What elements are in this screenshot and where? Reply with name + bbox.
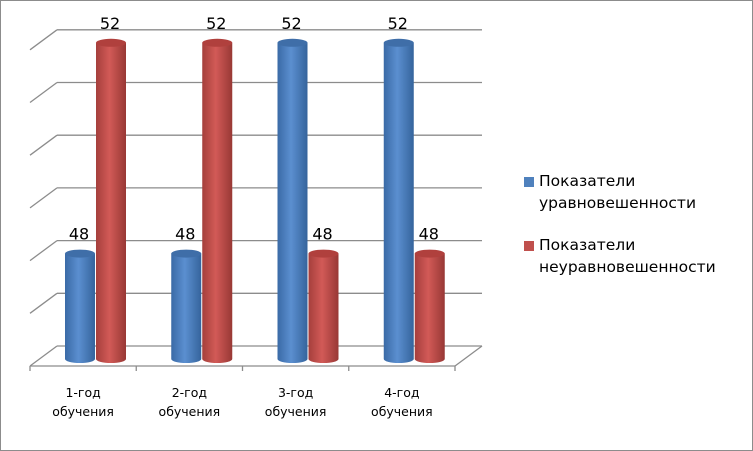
bar-cap — [277, 38, 308, 47]
x-tick-label: 3-год — [278, 385, 313, 400]
bar-cap — [308, 249, 339, 258]
legend-label: Показатели — [539, 172, 636, 190]
side-gridline — [29, 292, 58, 314]
bar-cap — [414, 249, 445, 258]
bar-cylinder — [171, 253, 202, 363]
bar-cylinder — [383, 42, 414, 364]
legend-item-1: Показатели неуравновешенности — [520, 234, 716, 278]
data-label: 48 — [69, 225, 89, 244]
side-gridline — [29, 240, 58, 262]
bar-cap — [65, 249, 95, 258]
legend-swatch — [524, 177, 534, 187]
data-label: 52 — [388, 14, 408, 33]
side-gridline — [29, 345, 58, 367]
x-tick-label: 2-год — [172, 385, 207, 400]
x-tick-label: обучения — [159, 404, 221, 419]
legend-item-0: Показатели уравновешенности — [520, 170, 696, 214]
legend-swatch — [524, 241, 534, 251]
side-gridline — [29, 134, 58, 156]
bar-cylinder — [414, 253, 445, 363]
bar-cylinder — [202, 42, 233, 364]
legend-label: неуравновешенности — [539, 258, 716, 276]
side-gridline — [29, 81, 58, 104]
bar-cap — [96, 38, 126, 47]
x-tick-label: обучения — [371, 404, 433, 419]
bar-cylinder — [308, 253, 339, 363]
bar-cap — [383, 38, 414, 47]
bar-cap — [171, 249, 202, 258]
side-gridline — [29, 187, 58, 209]
floor-edge — [454, 345, 483, 367]
legend-label: Показатели — [539, 236, 636, 254]
data-label: 48 — [312, 225, 332, 244]
x-tick-label: обучения — [265, 404, 327, 419]
data-label: 48 — [419, 225, 439, 244]
bar-cylinder — [65, 253, 95, 363]
side-gridline — [29, 29, 58, 51]
x-tick-label: 4-год — [384, 385, 419, 400]
x-tick-label: обучения — [52, 404, 114, 419]
bar-cylinder — [96, 42, 126, 364]
x-tick-label: 1-год — [65, 385, 100, 400]
data-label: 52 — [206, 14, 226, 33]
data-label: 52 — [281, 14, 301, 33]
data-label: 48 — [175, 225, 195, 244]
data-label: 52 — [100, 14, 120, 33]
bar-cylinder — [277, 42, 308, 364]
bar-cap — [202, 38, 233, 47]
legend-label: уравновешенности — [539, 194, 697, 212]
